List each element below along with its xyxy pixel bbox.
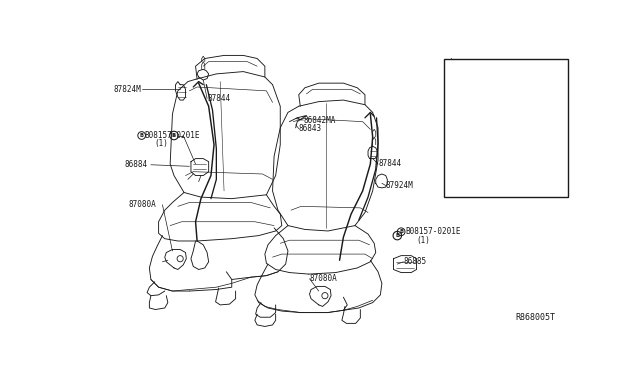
Text: (BELT EXTENDER): (BELT EXTENDER) — [490, 73, 554, 80]
Text: B: B — [140, 133, 143, 138]
Text: 87844: 87844 — [378, 160, 401, 169]
Text: 86885: 86885 — [403, 257, 427, 266]
Text: B: B — [172, 133, 176, 138]
Text: 86848P: 86848P — [493, 63, 522, 72]
Text: 87080A: 87080A — [310, 274, 337, 283]
Text: B08157-0201E: B08157-0201E — [405, 227, 461, 236]
Text: R868005T: R868005T — [515, 314, 555, 323]
Bar — [444, 58, 568, 197]
Text: 87080A: 87080A — [129, 200, 156, 209]
Text: 87924M: 87924M — [386, 181, 413, 190]
Text: B7844: B7844 — [207, 94, 230, 103]
Text: 86842MA: 86842MA — [303, 116, 336, 125]
Text: (1): (1) — [155, 140, 168, 148]
Text: 87824M: 87824M — [114, 85, 141, 94]
Text: B08157-0201E: B08157-0201E — [145, 131, 200, 140]
Text: B: B — [395, 233, 399, 238]
Text: 86843: 86843 — [299, 124, 322, 133]
Text: B: B — [399, 229, 403, 234]
Text: (1): (1) — [417, 236, 431, 245]
Text: 87924M: 87924M — [477, 183, 504, 192]
Text: 86884: 86884 — [125, 160, 148, 169]
